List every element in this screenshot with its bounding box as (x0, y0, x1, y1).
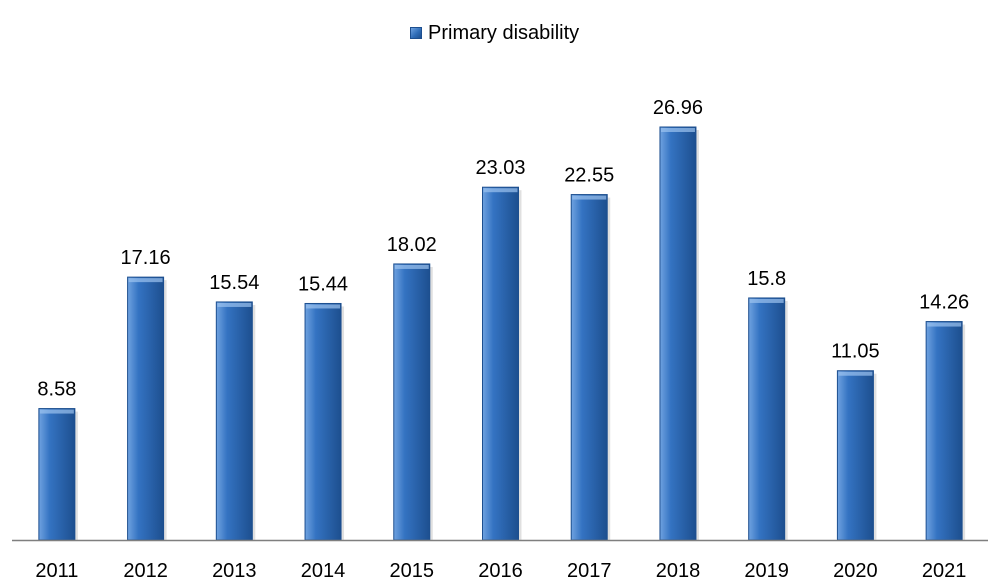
legend: Primary disability (410, 20, 579, 46)
x-tick-label-2015: 2015 (390, 560, 435, 582)
x-tick-label-2016: 2016 (478, 560, 523, 582)
bar-bevel (838, 371, 873, 376)
bar-bevel (749, 298, 784, 303)
bar-2019 (748, 297, 786, 541)
x-tick-label-2011: 2011 (35, 560, 78, 582)
data-label-2012: 17.16 (121, 247, 171, 269)
bar-2021 (925, 321, 963, 541)
data-label-2019: 15.8 (747, 268, 786, 290)
x-tick-label-2018: 2018 (656, 560, 701, 582)
data-label-2016: 23.03 (475, 157, 525, 179)
legend-label: Primary disability (428, 21, 580, 44)
x-tick-label-2013: 2013 (212, 560, 257, 582)
legend-swatch (410, 27, 422, 39)
bar-bevel (128, 278, 163, 283)
bar-2016 (482, 186, 519, 541)
data-label-2020: 11.05 (831, 341, 880, 363)
x-tick-label-2014: 2014 (301, 560, 346, 582)
bar-2017 (570, 194, 608, 541)
data-label-2018: 26.96 (653, 97, 703, 119)
data-label-2015: 18.02 (387, 234, 437, 256)
bar-bevel (306, 304, 341, 309)
bar-bevel (660, 128, 695, 132)
x-tick-label-2021: 2021 (922, 560, 967, 582)
data-label-2013: 15.54 (209, 272, 259, 294)
bar-2020 (836, 370, 874, 541)
data-label-2014: 15.44 (298, 273, 348, 295)
bar-bevel (39, 409, 74, 414)
bar-bevel (394, 264, 429, 269)
bar-2015 (393, 263, 431, 541)
bar-bevel (572, 195, 607, 200)
data-label-2021: 14.26 (919, 292, 969, 314)
bar-2013 (215, 301, 253, 541)
bar-2018 (659, 126, 697, 541)
bar-2012 (127, 276, 165, 541)
x-tick-label-2017: 2017 (567, 560, 612, 582)
x-tick-label-2020: 2020 (833, 560, 878, 582)
x-tick-label-2012: 2012 (123, 560, 168, 582)
bar-bevel (927, 322, 962, 327)
bar-bevel (483, 188, 518, 193)
bar-2011 (38, 408, 76, 541)
data-label-2011: 8.58 (37, 379, 76, 401)
x-tick-label-2019: 2019 (744, 560, 789, 582)
bar-2014 (304, 302, 342, 541)
bar-bevel (217, 302, 252, 307)
data-label-2017: 22.55 (564, 165, 614, 187)
